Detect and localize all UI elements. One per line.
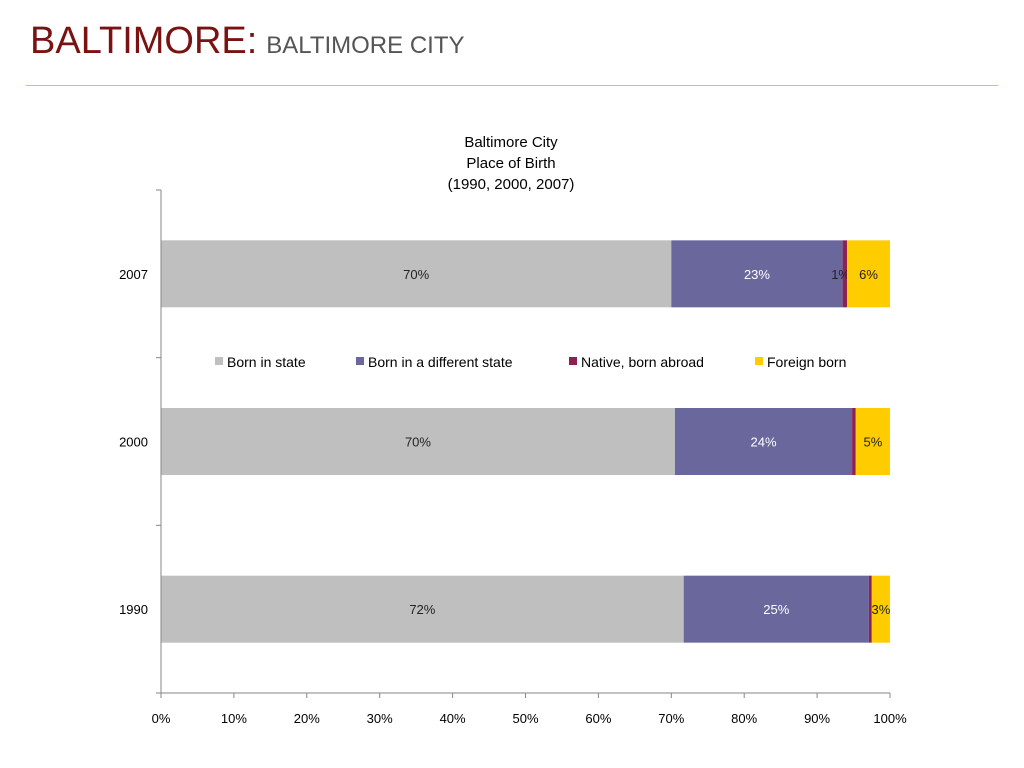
bar-segment: [852, 408, 856, 475]
bar-data-label: 3%: [871, 602, 890, 617]
chart-bars: 70% 23% 1% 6% 2007 70% 24% 5% 2000 72% 25% 3% 1990: [119, 240, 891, 643]
bar-segment: [855, 408, 890, 475]
legend-label: Foreign born: [767, 354, 846, 370]
category-label: 2000: [119, 435, 148, 450]
bar-segment: [842, 240, 847, 308]
bar-segment: [683, 575, 869, 643]
bar-segment: [674, 408, 853, 475]
x-tick-label: 90%: [804, 711, 830, 726]
bar-data-label: 5%: [863, 435, 882, 450]
x-tick-label: 0%: [152, 711, 171, 726]
bar-segment: [846, 240, 890, 308]
bar-data-label: 25%: [763, 602, 789, 617]
legend-swatch: [755, 357, 763, 365]
bar-data-label: 23%: [744, 267, 770, 282]
x-tick-label: 80%: [731, 711, 757, 726]
category-label: 2007: [119, 267, 148, 282]
category-label: 1990: [119, 602, 148, 617]
x-tick-label: 40%: [440, 711, 466, 726]
bar-segment: [161, 408, 675, 475]
bar-data-label: 1%: [831, 267, 850, 282]
chart-title-line: Baltimore City: [464, 134, 558, 151]
x-tick-label: 60%: [585, 711, 611, 726]
chart-axes: 0% 10% 20% 30% 40% 50% 60% 70% 80% 90% 100%: [152, 189, 907, 726]
bar-data-label: 72%: [409, 602, 435, 617]
x-tick-label: 70%: [658, 711, 684, 726]
slide-title-main: BALTIMORE:: [30, 20, 258, 62]
x-tick-label: 20%: [294, 711, 320, 726]
legend-label: Born in a different state: [368, 354, 513, 370]
bar-segment: [161, 240, 672, 308]
legend-label: Native, born abroad: [581, 354, 704, 370]
chart-legend: Born in state Born in a different state Na…: [215, 354, 846, 370]
x-tick-label: 100%: [873, 711, 907, 726]
bar-data-label: 70%: [405, 435, 431, 450]
bar-data-label: 6%: [859, 267, 878, 282]
bar-segment: [671, 240, 843, 308]
legend-swatch: [356, 357, 364, 365]
x-tick-label: 50%: [512, 711, 538, 726]
bar-data-label: 70%: [403, 267, 429, 282]
chart-title: Baltimore City Place of Birth (1990, 2000,…: [448, 134, 575, 193]
slide-title: BALTIMORE: BALTIMORE CITY: [30, 22, 464, 60]
legend-label: Born in state: [227, 354, 306, 370]
chart-title-line: Place of Birth: [466, 155, 555, 172]
title-divider: [26, 85, 998, 86]
bar-segment: [868, 575, 872, 643]
chart-title-line: (1990, 2000, 2007): [448, 176, 575, 193]
slide-title-sub: BALTIMORE CITY: [266, 32, 465, 59]
x-tick-label: 30%: [367, 711, 393, 726]
bar-data-label: 24%: [751, 435, 777, 450]
bar-segment: [161, 575, 684, 643]
bar-segment: [871, 575, 890, 643]
x-tick-label: 10%: [221, 711, 247, 726]
legend-swatch: [215, 357, 223, 365]
legend-swatch: [569, 357, 577, 365]
